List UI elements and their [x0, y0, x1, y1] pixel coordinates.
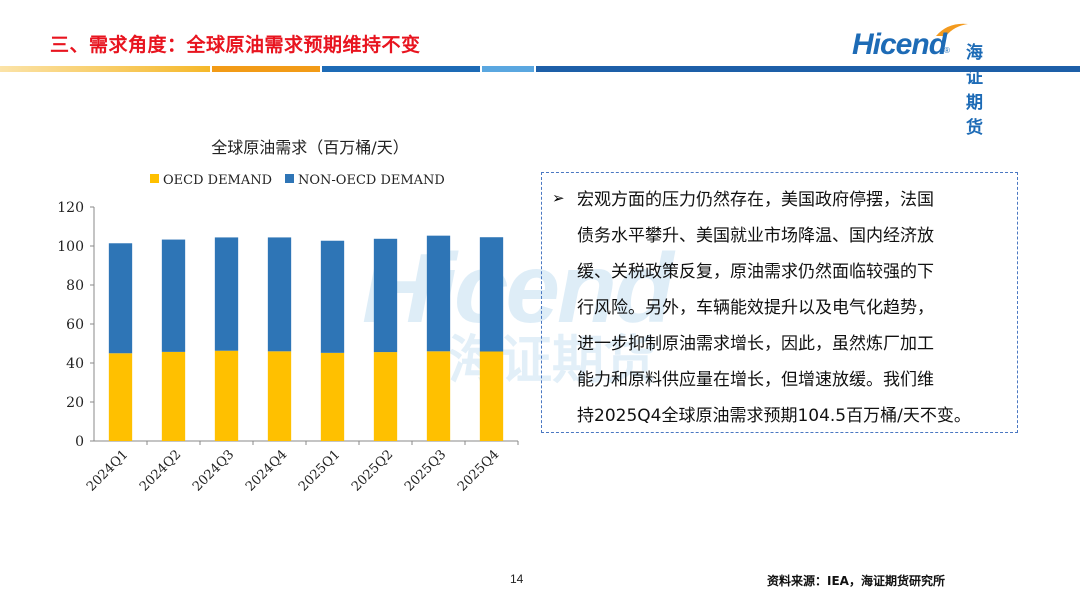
source-note: 资料来源：IEA，海证期货研究所: [767, 574, 945, 588]
bar-segment: [320, 240, 345, 353]
commentary-box: ➢ 宏观方面的压力仍然存在，美国政府停摆，法国 债务水平攀升、美国就业市场降温、…: [541, 172, 1018, 433]
page-title: 三、需求角度：全球原油需求预期维持不变: [50, 34, 421, 56]
legend-swatch: [285, 174, 294, 183]
demand-chart: 全球原油需求（百万桶/天） OECD DEMAND NON-OECD DEMAND 0…: [40, 128, 530, 528]
bar-segment: [214, 237, 239, 351]
bar-segment: [426, 235, 451, 352]
watermark-en: Hicend: [362, 233, 674, 343]
bar-segment: [479, 351, 504, 441]
bar-segment: [161, 351, 186, 441]
bar-segment: [267, 237, 292, 352]
bar-segment: [373, 238, 398, 353]
commentary-line: 进一步抑制原油需求增长，因此，虽然炼厂加工: [577, 334, 934, 354]
logo-wordmark: Hicend: [852, 28, 947, 61]
x-tick-label: 2025Q2: [349, 447, 396, 494]
stripe-segment: [322, 66, 480, 72]
legend-swatch: [150, 174, 159, 183]
bar-segment: [108, 353, 133, 441]
stripe-segment: [482, 66, 534, 72]
y-tick-label: 80: [66, 278, 84, 294]
y-tick-label: 40: [66, 356, 84, 372]
commentary-line: 行风险。另外，车辆能效提升以及电气化趋势，: [577, 298, 934, 318]
y-tick-label: 0: [75, 434, 84, 450]
stripe-segment: [212, 66, 320, 72]
stripe-segment: [0, 66, 210, 72]
bar-segment: [426, 351, 451, 441]
commentary-line: 宏观方面的压力仍然存在，美国政府停摆，法国: [577, 190, 934, 210]
bullet-arrow-icon: ➢: [552, 189, 565, 207]
stripe-segment: [536, 66, 1080, 72]
chart-svg: 全球原油需求（百万桶/天） OECD DEMAND NON-OECD DEMAND 0…: [57, 138, 519, 495]
commentary-line: 持2025Q4全球原油需求预期104.5百万桶/天不变。: [577, 406, 971, 426]
logo-registered-mark: ®: [944, 46, 950, 55]
x-tick-label: 2025Q4: [455, 447, 502, 494]
x-tick-label: 2024Q4: [243, 447, 290, 494]
commentary-line: 缓、关税政策反复，原油需求仍然面临较强的下: [577, 262, 934, 282]
x-tick-label: 2024Q2: [137, 447, 184, 494]
bar-segment: [267, 351, 292, 441]
page-number: 14: [510, 572, 524, 586]
x-tick-label: 2024Q3: [190, 447, 237, 494]
y-tick-label: 60: [66, 317, 84, 333]
x-tick-label: 2025Q1: [296, 447, 343, 494]
bar-segment: [214, 350, 239, 441]
y-tick-label: 120: [57, 200, 84, 216]
logo-bird-icon: [936, 23, 968, 36]
bar-segment: [108, 243, 133, 354]
y-tick-label: 20: [66, 395, 84, 411]
chart-title: 全球原油需求（百万桶/天）: [211, 138, 408, 157]
commentary-line: 能力和原料供应量在增长，但增速放缓。我们维: [577, 370, 934, 390]
y-tick-label: 100: [57, 239, 84, 255]
bar-segment: [373, 352, 398, 441]
legend-label: NON-OECD DEMAND: [298, 173, 445, 188]
bar-segment: [479, 237, 504, 352]
legend-label: OECD DEMAND: [163, 173, 272, 188]
x-tick-label: 2024Q1: [84, 447, 131, 494]
bar-segment: [320, 352, 345, 441]
logo-chinese-name: 海证期货: [966, 43, 983, 138]
x-tick-label: 2025Q3: [402, 447, 449, 494]
bar-segment: [161, 239, 186, 352]
commentary-line: 债务水平攀升、美国就业市场降温、国内经济放: [577, 226, 934, 246]
